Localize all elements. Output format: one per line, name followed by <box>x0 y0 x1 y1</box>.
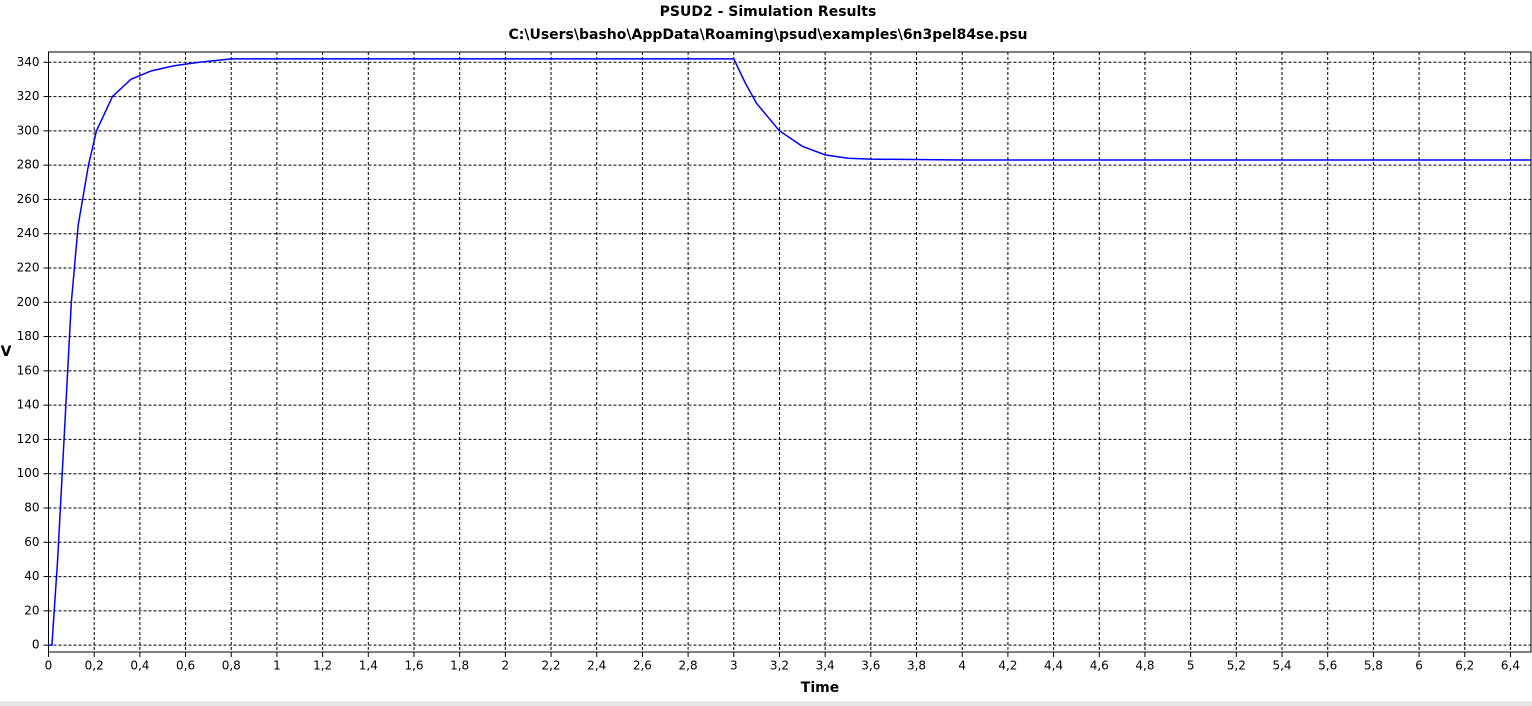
y-tick-label: 220 <box>17 261 40 275</box>
y-tick-label: 300 <box>17 123 40 137</box>
x-tick-label: 0 <box>45 659 53 673</box>
x-tick-label: 3,2 <box>770 659 789 673</box>
y-tick-label: 320 <box>17 89 40 103</box>
y-tick-label: 340 <box>17 55 40 69</box>
y-tick-label: 200 <box>17 295 40 309</box>
x-tick-label: 4,8 <box>1135 659 1154 673</box>
x-tick-label: 2,2 <box>541 659 560 673</box>
x-tick-label: 0,2 <box>85 659 104 673</box>
x-tick-label: 2,4 <box>587 659 606 673</box>
x-tick-label: 6,2 <box>1455 659 1474 673</box>
x-tick-label: 2,8 <box>679 659 698 673</box>
y-tick-label: 180 <box>17 329 40 343</box>
chart-title: PSUD2 - Simulation Results <box>660 4 877 20</box>
x-tick-label: 5,2 <box>1227 659 1246 673</box>
y-tick-label: 140 <box>17 398 40 412</box>
x-tick-label: 5 <box>1187 659 1195 673</box>
x-tick-label: 3,6 <box>861 659 880 673</box>
chart-subtitle: C:\Users\basho\AppData\Roaming\psud\exam… <box>508 27 1027 43</box>
x-tick-label: 4,2 <box>998 659 1017 673</box>
x-tick-label: 3,8 <box>907 659 926 673</box>
x-tick-label: 2 <box>502 659 510 673</box>
x-tick-label: 5,8 <box>1364 659 1383 673</box>
x-tick-label: 2,6 <box>633 659 652 673</box>
x-tick-label: 6 <box>1415 659 1423 673</box>
x-tick-label: 0,6 <box>176 659 195 673</box>
x-tick-label: 5,4 <box>1272 659 1291 673</box>
data-line <box>48 58 1531 646</box>
x-tick-label: 1,2 <box>313 659 332 673</box>
x-tick-label: 3 <box>730 659 738 673</box>
x-tick-label: 1,4 <box>359 659 378 673</box>
y-tick-label: 20 <box>24 603 39 617</box>
plot-border <box>48 51 1532 653</box>
y-tick-label: 80 <box>24 501 39 515</box>
x-tick-label: 1,8 <box>450 659 469 673</box>
y-tick-label: 100 <box>17 466 40 480</box>
x-tick-label: 4 <box>958 659 966 673</box>
y-tick-label: 260 <box>17 192 40 206</box>
x-tick-label: 5,6 <box>1318 659 1337 673</box>
x-tick-label: 3,4 <box>816 659 835 673</box>
x-tick-label: 0,4 <box>130 659 149 673</box>
y-tick-label: 240 <box>17 226 40 240</box>
x-tick-label: 4,4 <box>1044 659 1063 673</box>
y-tick-label: 60 <box>24 535 39 549</box>
x-tick-label: 1,6 <box>404 659 423 673</box>
x-tick-label: 0,8 <box>222 659 241 673</box>
x-tick-label: 6,4 <box>1501 659 1520 673</box>
status-strip <box>0 701 1532 706</box>
y-tick-label: 0 <box>32 638 40 652</box>
x-tick-label: 4,6 <box>1090 659 1109 673</box>
y-axis-label: V <box>1 344 12 360</box>
x-axis-label: Time <box>801 680 839 696</box>
y-tick-label: 40 <box>24 569 39 583</box>
y-tick-label: 160 <box>17 363 40 377</box>
y-tick-label: 120 <box>17 432 40 446</box>
y-tick-label: 280 <box>17 158 40 172</box>
x-tick-label: 1 <box>273 659 281 673</box>
